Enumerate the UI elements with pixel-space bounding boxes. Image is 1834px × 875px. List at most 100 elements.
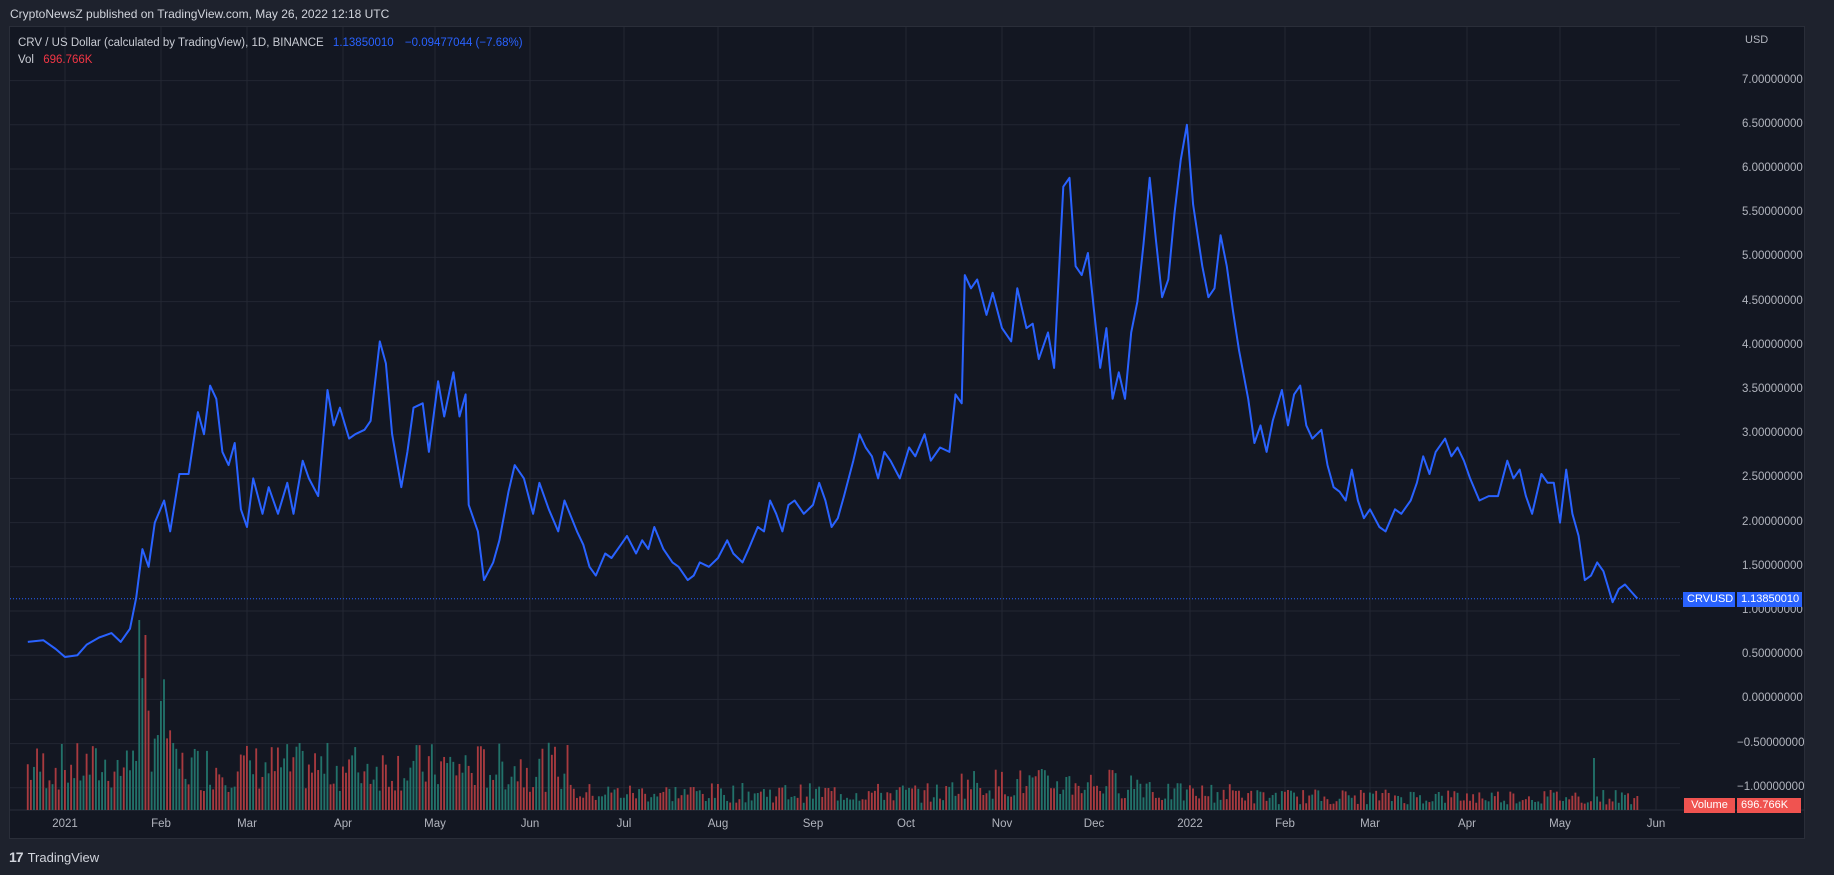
volume-bar — [1059, 793, 1062, 810]
volume-bar — [369, 783, 372, 810]
volume-bar — [1422, 803, 1425, 810]
volume-bar — [683, 789, 686, 810]
time-tick: Jun — [1646, 818, 1666, 830]
volume-bar — [1256, 790, 1259, 810]
price-tick: 1.00000000 — [1742, 604, 1803, 616]
time-tick: Mar — [237, 818, 257, 830]
volume-bar — [787, 799, 790, 810]
volume-bar — [1602, 790, 1605, 810]
volume-bar — [541, 748, 544, 810]
volume-bar — [409, 767, 412, 810]
volume-bar — [1580, 802, 1583, 810]
volume-bar — [351, 755, 354, 810]
volume-bar — [455, 775, 458, 810]
volume-bar — [1568, 799, 1571, 810]
chart-pane[interactable] — [9, 26, 1805, 839]
volume-label[interactable]: Vol — [18, 54, 34, 66]
volume-bar — [91, 746, 94, 810]
volume-bar — [424, 781, 427, 810]
volume-bar — [775, 796, 778, 810]
volume-bar — [698, 790, 701, 810]
volume-bar — [175, 748, 178, 810]
volume-bar — [452, 761, 455, 810]
volume-bar — [1250, 790, 1253, 810]
volume-bar — [113, 771, 116, 810]
volume-bar — [1509, 791, 1512, 810]
volume-bar — [495, 774, 498, 810]
volume-bar — [1308, 795, 1311, 810]
volume-bar — [504, 789, 507, 810]
volume-bar — [1176, 783, 1179, 810]
volume-bar — [289, 771, 292, 810]
volume-bar — [48, 780, 51, 810]
volume-bar — [726, 800, 729, 810]
volume-bar — [960, 773, 963, 810]
volume-bar — [796, 797, 799, 810]
volume-bar — [1314, 789, 1317, 810]
volume-bar — [1167, 783, 1170, 810]
volume-bar — [905, 789, 907, 810]
volume-bar — [1111, 770, 1114, 810]
volume-bar — [1247, 793, 1250, 810]
volume-bar — [839, 794, 842, 810]
volume-bar — [1170, 799, 1173, 810]
price-axis-unit[interactable]: USD — [1745, 34, 1769, 46]
volume-bar — [704, 801, 707, 810]
price-tick: 5.00000000 — [1742, 250, 1803, 263]
volume-bar — [252, 774, 255, 810]
volume-bar — [1053, 788, 1055, 810]
volume-bar — [391, 780, 393, 810]
price-tick: 2.00000000 — [1742, 515, 1803, 528]
volume-bar — [1040, 769, 1043, 810]
price-badge: 1.13850010 — [1737, 592, 1802, 607]
volume-bar — [579, 796, 581, 810]
volume-bar — [1114, 773, 1117, 810]
volume-bar — [276, 747, 279, 810]
volume-bar — [569, 784, 572, 810]
volume-bar — [923, 790, 926, 810]
price-tick: −0.50000000 — [1737, 736, 1805, 749]
volume-bar — [1013, 795, 1016, 810]
volume-bar — [951, 782, 954, 810]
volume-bar — [1065, 776, 1068, 810]
volume-bar — [1043, 770, 1046, 810]
volume-bar — [805, 796, 808, 810]
volume-bar — [1056, 781, 1059, 810]
price-tick: −1.00000000 — [1737, 780, 1805, 793]
time-tick: May — [424, 818, 446, 830]
volume-bar — [1007, 796, 1009, 810]
volume-bar — [988, 790, 991, 810]
volume-bar — [122, 767, 125, 810]
volume-bar — [1293, 792, 1295, 810]
volume-bar — [1136, 779, 1139, 810]
volume-bar — [1565, 797, 1568, 810]
volume-bar — [1182, 800, 1185, 810]
volume-bar — [759, 791, 762, 810]
volume-bar — [623, 797, 625, 810]
volume-bar — [1192, 788, 1194, 810]
volume-bar — [1089, 774, 1092, 810]
volume-bar — [532, 787, 534, 810]
volume-bar — [156, 735, 159, 810]
volume-bar — [1120, 798, 1123, 810]
volume-bar — [1074, 783, 1077, 810]
volume-bar — [1447, 790, 1450, 810]
volume-bar — [815, 788, 817, 810]
volume-bar — [1633, 798, 1636, 810]
volume-bar — [594, 799, 597, 810]
volume-bar — [64, 770, 66, 810]
volume-bar — [650, 797, 653, 810]
volume-bar — [710, 783, 713, 810]
volume-bar — [1231, 790, 1234, 810]
volume-bar — [1462, 800, 1465, 810]
volume-bar — [394, 790, 396, 810]
symbol-description[interactable]: CRV / US Dollar (calculated by TradingVi… — [18, 37, 324, 49]
volume-bar — [1620, 792, 1623, 810]
price-tick: 4.00000000 — [1742, 338, 1803, 351]
volume-bar — [1537, 801, 1540, 810]
volume-bar — [917, 788, 920, 810]
volume-bar — [203, 790, 205, 810]
volume-bar — [178, 768, 181, 810]
volume-bar — [1362, 792, 1365, 810]
